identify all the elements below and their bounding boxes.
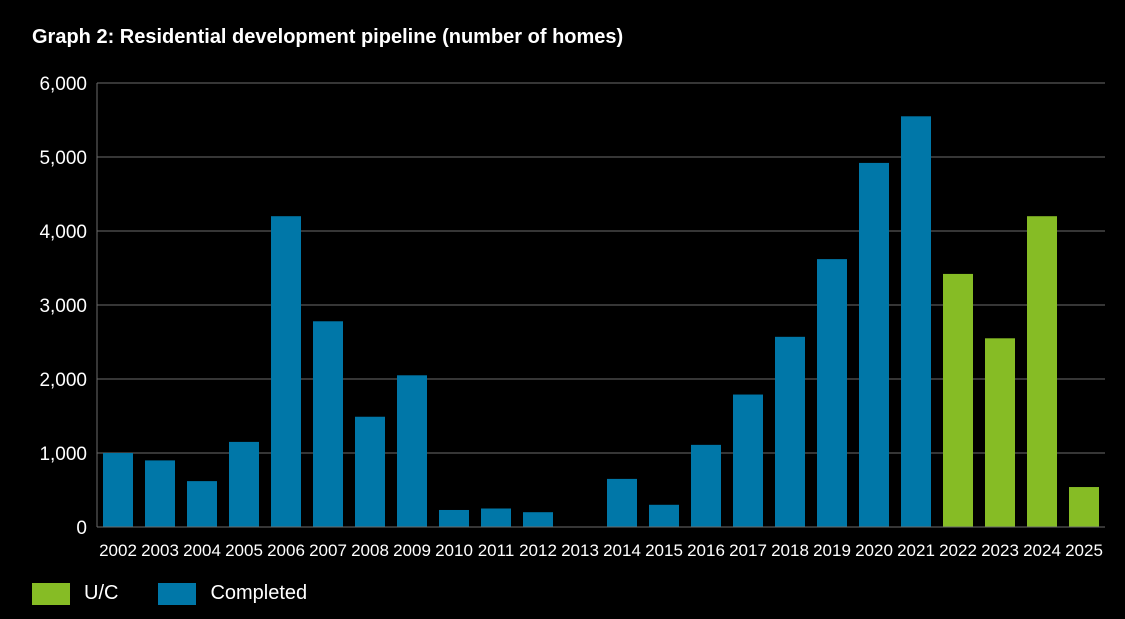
bar-completed-2003 (145, 460, 175, 527)
x-tick-label: 2022 (939, 541, 977, 560)
bar-u-c-2023 (985, 338, 1015, 527)
bar-completed-2017 (733, 394, 763, 527)
x-tick-label: 2015 (645, 541, 683, 560)
legend: U/C Completed (32, 582, 347, 605)
y-tick-label: 2,000 (39, 370, 87, 391)
bar-completed-2021 (901, 116, 931, 528)
y-tick-label: 6,000 (39, 74, 87, 95)
bar-completed-2016 (691, 444, 721, 527)
legend-swatch-uc (32, 582, 70, 605)
bar-completed-2006 (271, 216, 301, 527)
x-tick-label: 2024 (1023, 541, 1061, 560)
bar-completed-2020 (859, 162, 889, 528)
bar-completed-2010 (439, 509, 469, 527)
bar-u-c-2024 (1027, 216, 1057, 527)
legend-label-uc: U/C (84, 582, 119, 604)
x-tick-label: 2023 (981, 541, 1019, 560)
x-tick-label: 2019 (813, 541, 851, 560)
x-tick-label: 2008 (351, 541, 389, 560)
y-tick-label: 5,000 (39, 148, 87, 169)
chart-title: Graph 2: Residential development pipelin… (32, 26, 624, 48)
x-tick-label: 2014 (603, 541, 641, 560)
bar-completed-2011 (481, 508, 511, 527)
x-tick-label: 2009 (393, 541, 431, 560)
bar-completed-2002 (103, 453, 133, 527)
legend-label-completed: Completed (210, 582, 308, 604)
x-tick-label: 2002 (99, 541, 137, 560)
y-tick-label: 4,000 (39, 222, 87, 243)
bar-completed-2019 (817, 259, 847, 527)
x-tick-label: 2021 (897, 541, 935, 560)
y-axis: 0 1,000 2,000 3,000 4,000 5,000 6,000 (39, 74, 98, 539)
bar-completed-2004 (187, 481, 217, 527)
bar-completed-2015 (649, 504, 679, 527)
x-tick-label: 2020 (855, 541, 893, 560)
y-tick-label: 3,000 (39, 296, 87, 317)
legend-item-uc: U/C (32, 582, 118, 605)
x-tick-label: 2025 (1065, 541, 1103, 560)
bar-completed-2009 (397, 375, 427, 527)
x-tick-label: 2007 (309, 541, 347, 560)
x-tick-label: 2010 (435, 541, 473, 560)
bars (103, 116, 1099, 528)
x-tick-label: 2017 (729, 541, 767, 560)
legend-swatch-completed (158, 582, 197, 605)
x-tick-label: 2013 (561, 541, 599, 560)
x-tick-label: 2011 (478, 541, 515, 560)
x-tick-label: 2016 (687, 541, 725, 560)
x-axis: 2002 2003 2004 2005 2006 2007 2008 2009 2010 2011… (97, 526, 1105, 560)
y-tick-label: 0 (76, 518, 87, 539)
bar-completed-2008 (355, 416, 385, 527)
x-tick-label: 2005 (225, 541, 263, 560)
x-tick-label: 2003 (141, 541, 179, 560)
bar-completed-2007 (313, 321, 343, 527)
x-tick-label: 2006 (267, 541, 305, 560)
x-tick-label: 2004 (183, 541, 221, 560)
bar-completed-2014 (607, 478, 637, 527)
bar-u-c-2025 (1069, 487, 1099, 527)
bar-u-c-2022 (943, 273, 973, 527)
legend-item-completed: Completed (158, 582, 307, 605)
bar-completed-2005 (229, 441, 259, 527)
bar-completed-2012 (523, 512, 553, 527)
x-tick-label: 2012 (519, 541, 557, 560)
bar-completed-2018 (775, 336, 805, 527)
y-tick-label: 1,000 (39, 444, 87, 465)
x-tick-label: 2018 (771, 541, 809, 560)
